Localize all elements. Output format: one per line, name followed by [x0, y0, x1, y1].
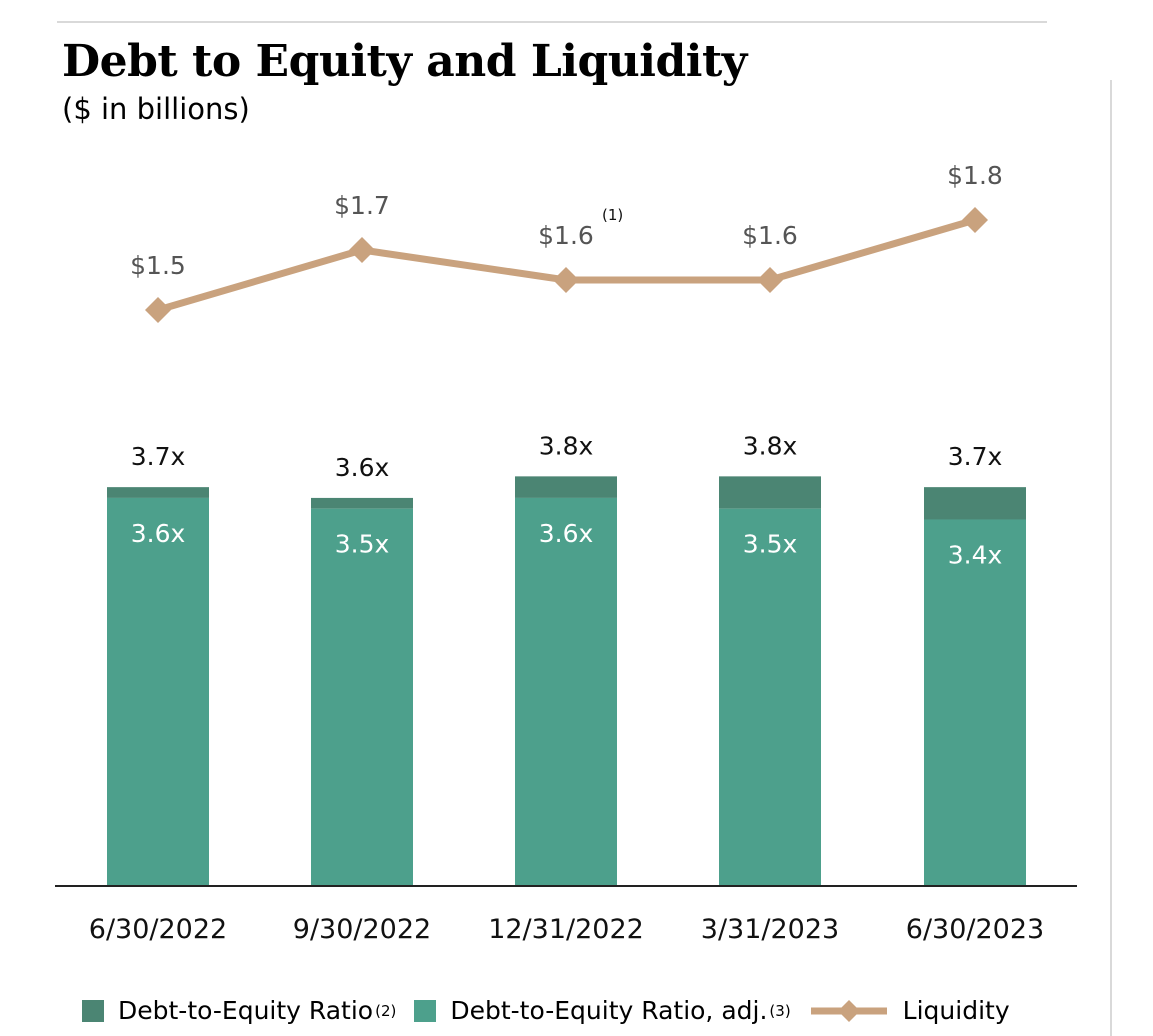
liquidity-point-4 — [757, 267, 783, 293]
data-label-debt-to-equity-3: 3.8x — [539, 431, 594, 460]
liquidity-label-2: $1.7 — [334, 191, 390, 220]
x-tick-label-1: 6/30/2022 — [89, 914, 227, 945]
data-label-debt-to-equity-1: 3.7x — [131, 442, 186, 471]
bar-debt-to-equity-5 — [924, 487, 1026, 520]
chart-title: Debt to Equity and Liquidity — [62, 36, 747, 87]
bar-debt-to-equity-2 — [311, 497, 413, 509]
bar-labels-group: 3.7x 3.6x 3.6x 3.5x 3.8x 3.6x 3.8x 3.5x 3.7x 3.4x — [131, 431, 1003, 569]
data-label-debt-to-equity-adj-2: 3.5x — [335, 530, 390, 559]
x-tick-label-2: 9/30/2022 — [293, 914, 431, 945]
legend-label-debt-to-equity-adj: Debt-to-Equity Ratio, adj. — [450, 996, 768, 1025]
x-tick-label-4: 3/31/2023 — [701, 914, 839, 945]
data-label-debt-to-equity-adj-4: 3.5x — [743, 530, 798, 559]
data-label-debt-to-equity-5: 3.7x — [948, 442, 1003, 471]
liquidity-label-4: $1.6 — [742, 221, 798, 250]
x-tick-label-5: 6/30/2023 — [906, 914, 1044, 945]
legend-item-debt-to-equity-adj: Debt-to-Equity Ratio, adj. (3) — [414, 996, 791, 1025]
legend-swatch-debt-to-equity-adj — [414, 999, 437, 1022]
bar-debt-to-equity-adj-1 — [107, 497, 209, 886]
data-label-debt-to-equity-adj-5: 3.4x — [948, 540, 1003, 569]
top-divider — [57, 21, 1047, 23]
legend-item-liquidity: Liquidity — [809, 996, 1010, 1025]
liquidity-footnote-1: (1) — [602, 206, 623, 224]
legend-liquidity-line-icon — [810, 999, 887, 1022]
liquidity-label-5: $1.8 — [947, 161, 1003, 190]
bar-debt-to-equity-adj-2 — [311, 508, 413, 886]
legend-label-liquidity: Liquidity — [902, 996, 1010, 1025]
bar-debt-to-equity-4 — [719, 476, 821, 509]
liquidity-point-1 — [145, 297, 171, 323]
liquidity-label-3: $1.6 — [538, 221, 594, 250]
legend-label-debt-to-equity: Debt-to-Equity Ratio — [118, 996, 374, 1025]
bar-debt-to-equity-adj-3 — [515, 497, 617, 886]
bar-debt-to-equity-3 — [515, 476, 617, 498]
x-tick-label-3: 12/31/2022 — [488, 914, 644, 945]
bar-debt-to-equity-adj-5 — [924, 519, 1026, 886]
liquidity-point-2 — [349, 237, 375, 263]
right-divider — [1110, 80, 1112, 1036]
bars-group — [107, 476, 1026, 886]
legend-item-debt-to-equity: Debt-to-Equity Ratio (2) — [82, 996, 396, 1025]
data-label-debt-to-equity-4: 3.8x — [743, 431, 798, 460]
legend-swatch-debt-to-equity — [82, 999, 104, 1022]
data-label-debt-to-equity-2: 3.6x — [335, 453, 390, 482]
liquidity-line-group: $1.5 $1.7 $1.6 (1) $1.6 $1.8 — [130, 161, 1003, 323]
data-label-debt-to-equity-adj-3: 3.6x — [539, 519, 594, 548]
liquidity-point-3 — [553, 267, 579, 293]
legend: Debt-to-Equity Ratio (2) Debt-to-Equity R… — [82, 996, 1010, 1025]
legend-footnote-2: (2) — [375, 1001, 397, 1020]
chart-subtitle: ($ in billions) — [62, 92, 250, 126]
legend-footnote-3: (3) — [769, 1001, 791, 1020]
bar-debt-to-equity-1 — [107, 487, 209, 498]
liquidity-point-5 — [962, 207, 988, 233]
data-label-debt-to-equity-adj-1: 3.6x — [131, 519, 186, 548]
bar-debt-to-equity-adj-4 — [719, 508, 821, 886]
x-tick-labels-group: 6/30/2022 9/30/2022 12/31/2022 3/31/2023 6/3… — [89, 914, 1044, 945]
liquidity-label-1: $1.5 — [130, 251, 186, 280]
